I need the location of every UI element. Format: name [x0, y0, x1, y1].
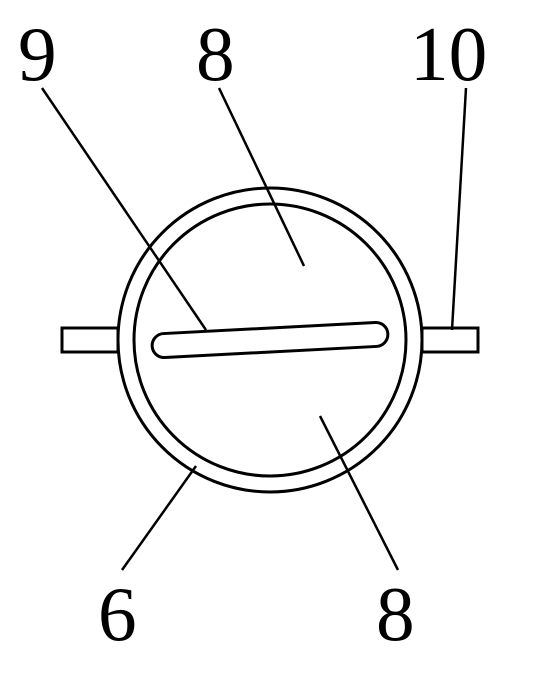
callout-6: 6 — [98, 570, 137, 659]
callout-9: 9 — [18, 10, 57, 99]
callout-10: 10 — [410, 10, 487, 99]
callout-8-bottom: 8 — [376, 570, 415, 659]
shaft-tab-left — [62, 328, 118, 352]
callout-8-top: 8 — [196, 10, 235, 99]
damper-assembly-drawing — [0, 0, 538, 687]
shaft-tab-right — [422, 328, 478, 352]
figure-root: 9 8 10 6 8 — [0, 0, 538, 687]
